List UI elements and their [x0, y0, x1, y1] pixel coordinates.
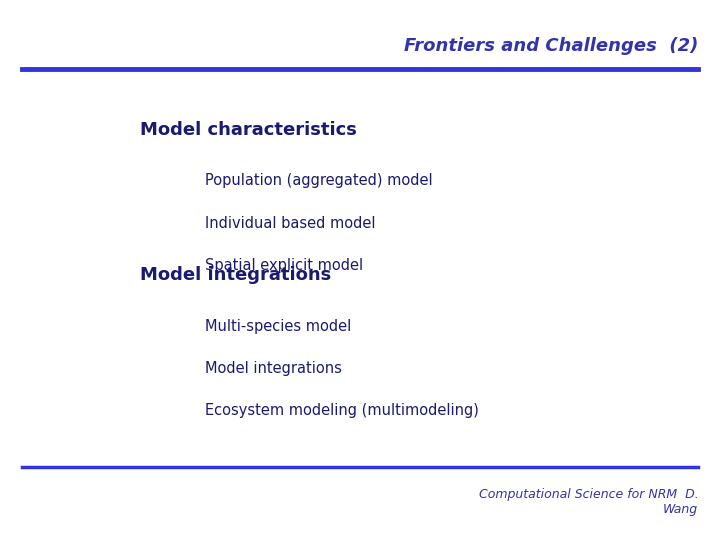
Text: Population (aggregated) model: Population (aggregated) model: [205, 173, 433, 188]
Text: Individual based model: Individual based model: [205, 215, 376, 231]
Text: Spatial explicit model: Spatial explicit model: [205, 258, 364, 273]
Text: Model integrations: Model integrations: [140, 266, 332, 285]
Text: Computational Science for NRM  D.
Wang: Computational Science for NRM D. Wang: [479, 488, 698, 516]
Text: Multi-species model: Multi-species model: [205, 319, 351, 334]
Text: Model characteristics: Model characteristics: [140, 120, 357, 139]
Text: Frontiers and Challenges  (2): Frontiers and Challenges (2): [404, 37, 698, 55]
Text: Model integrations: Model integrations: [205, 361, 342, 376]
Text: Ecosystem modeling (multimodeling): Ecosystem modeling (multimodeling): [205, 403, 479, 418]
